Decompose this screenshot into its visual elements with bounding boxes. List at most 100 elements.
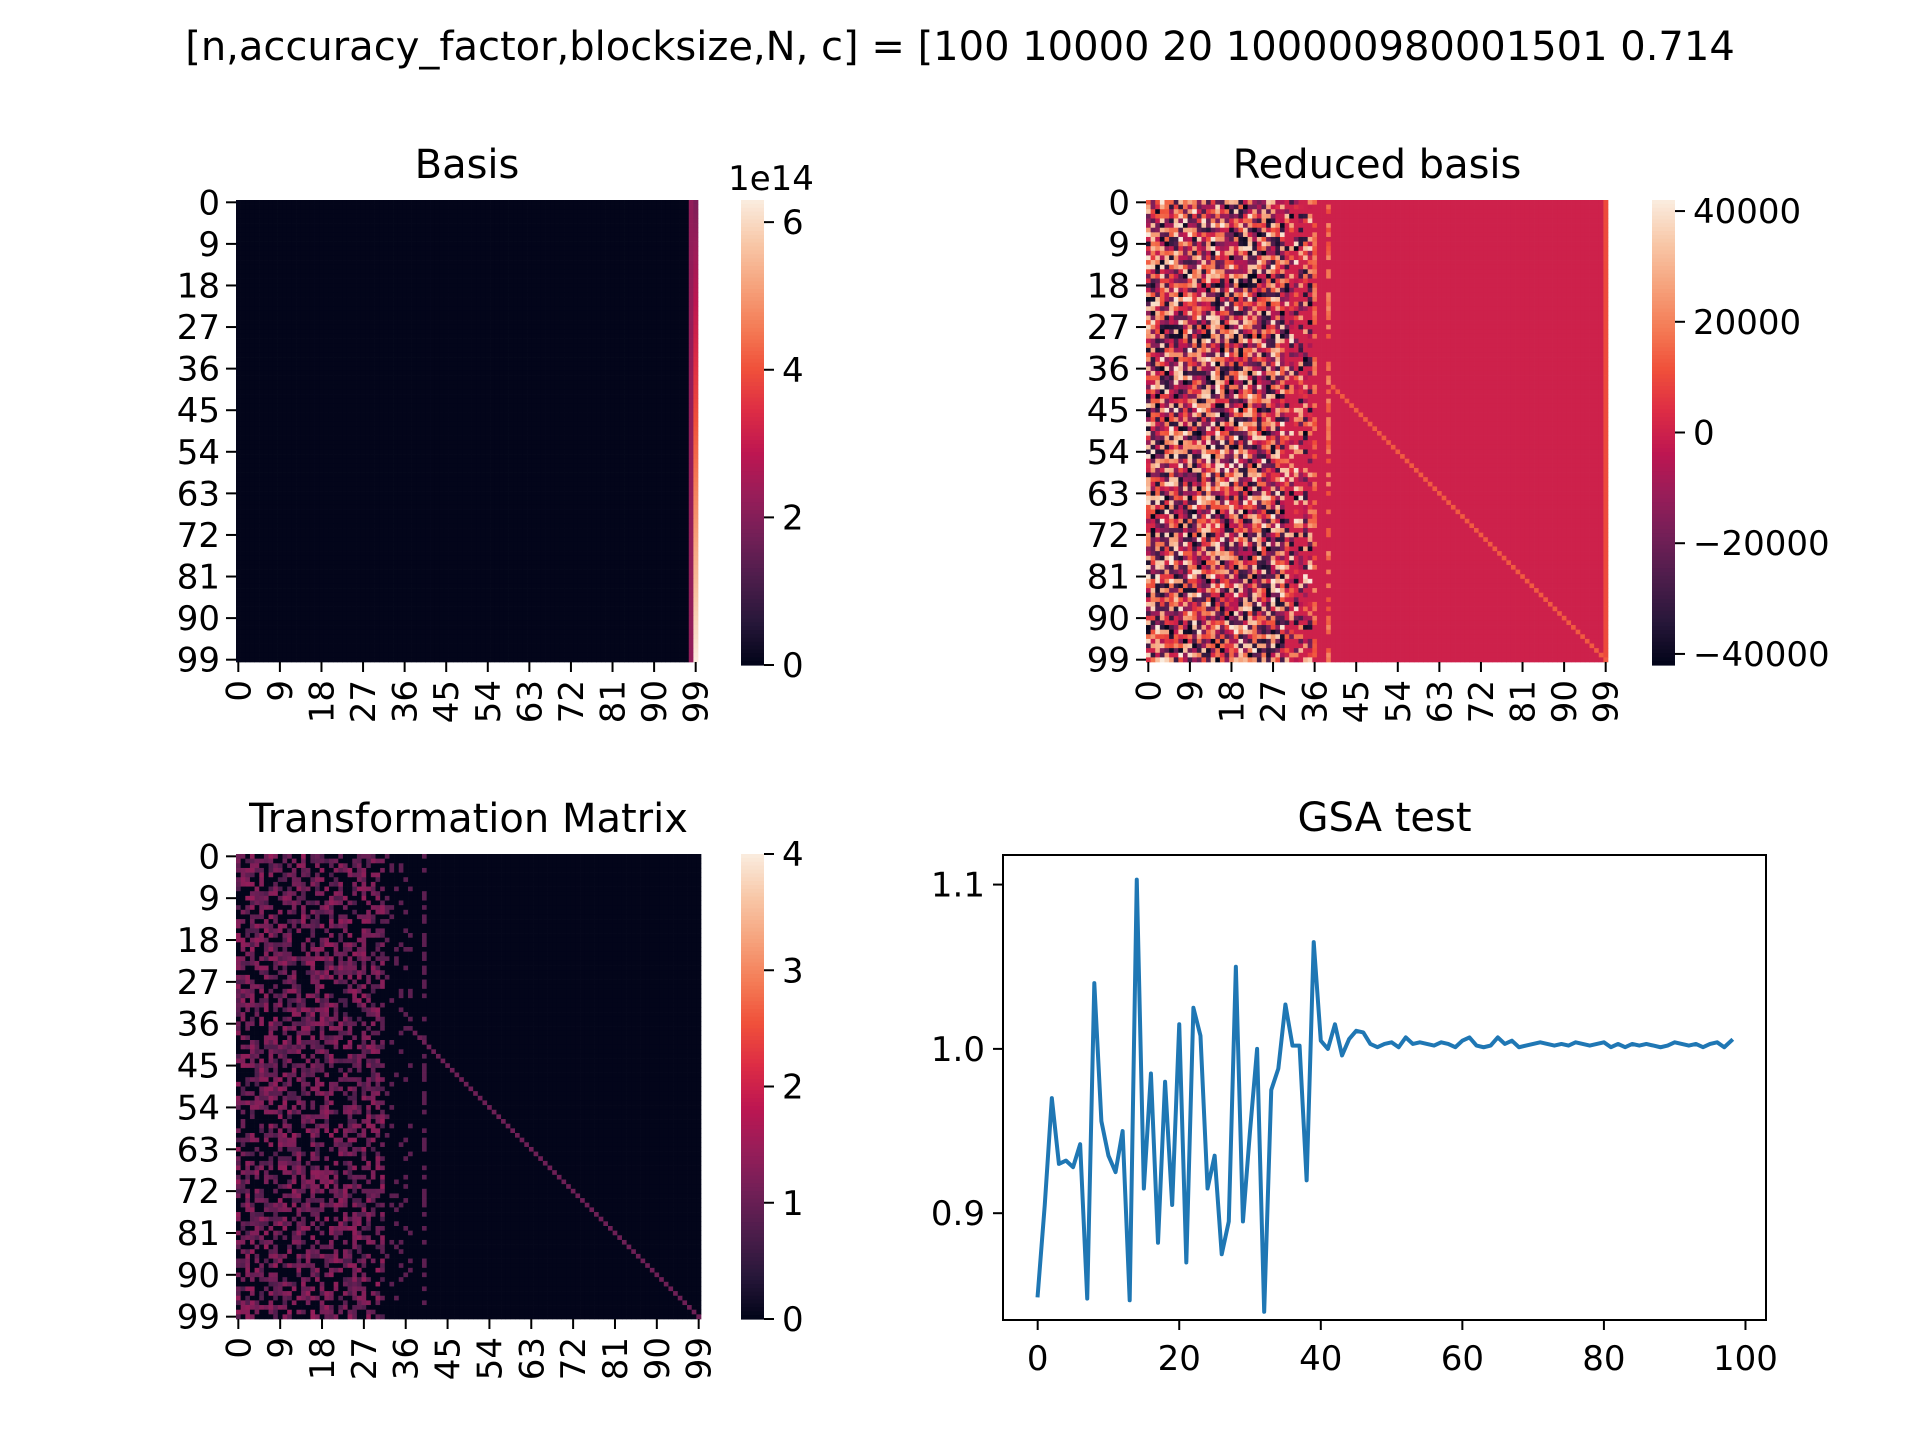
heatmap-cell <box>513 389 519 395</box>
heatmap-cell <box>619 403 625 409</box>
heatmap-cell <box>661 297 667 302</box>
heatmap-cell <box>420 264 426 270</box>
heatmap-cell <box>411 315 417 321</box>
heatmap-cell <box>656 347 662 353</box>
heatmap-cell <box>499 412 505 418</box>
heatmap-cell <box>406 403 412 409</box>
heatmap-cell <box>665 394 671 400</box>
heatmap-cell <box>494 310 500 316</box>
heatmap-cell <box>249 292 255 298</box>
heatmap-cell <box>291 273 297 279</box>
heatmap-cell <box>471 412 477 418</box>
heatmap-cell <box>393 357 399 363</box>
heatmap-cell <box>388 333 394 339</box>
heatmap-cell <box>272 246 278 252</box>
heatmap-cell <box>517 361 523 367</box>
heatmap-cell <box>661 361 667 367</box>
heatmap-cell <box>333 200 338 205</box>
heatmap-cell <box>346 315 352 321</box>
heatmap-cell <box>249 209 255 215</box>
heatmap-cell <box>564 287 569 293</box>
heatmap-cell <box>494 417 500 423</box>
heatmap-cell <box>328 389 334 395</box>
heatmap-cell <box>688 407 694 413</box>
heatmap-cell <box>573 255 579 261</box>
heatmap-cell <box>508 333 514 339</box>
heatmap-cell <box>467 394 472 400</box>
heatmap-cell <box>356 278 362 284</box>
heatmap-cell <box>670 287 676 293</box>
heatmap-cell <box>614 246 620 252</box>
heatmap-cell <box>305 352 311 358</box>
heatmap-cell <box>296 380 302 386</box>
heatmap-cell <box>628 209 634 215</box>
heatmap-cell <box>342 361 348 367</box>
heatmap-cell <box>656 287 662 293</box>
heatmap-cell <box>277 361 283 367</box>
heatmap-cell <box>693 412 699 418</box>
heatmap-cell <box>661 375 667 381</box>
heatmap-cell <box>693 260 699 266</box>
heatmap-cell <box>457 269 463 275</box>
heatmap-cell <box>319 426 325 432</box>
heatmap-cell <box>296 343 302 349</box>
heatmap-cell <box>462 278 468 284</box>
heatmap-cell <box>591 357 597 363</box>
heatmap-cell <box>665 421 671 427</box>
heatmap-cell <box>300 273 306 279</box>
heatmap-cell <box>457 343 463 349</box>
heatmap-cell <box>670 384 676 390</box>
heatmap-cell <box>439 347 445 353</box>
heatmap-cell <box>564 200 569 205</box>
heatmap-cell <box>554 343 560 349</box>
heatmap-cell <box>254 246 260 252</box>
heatmap-cell <box>554 384 560 390</box>
heatmap-cell <box>337 394 343 400</box>
heatmap-cell <box>356 421 362 427</box>
heatmap-cell <box>393 264 399 270</box>
heatmap-cell <box>582 204 588 210</box>
heatmap-cell <box>508 250 514 256</box>
heatmap-cell <box>333 338 338 344</box>
heatmap-cell <box>268 398 274 404</box>
heatmap-cell <box>425 329 431 335</box>
heatmap-cell <box>286 227 292 233</box>
heatmap-cell <box>624 361 630 367</box>
heatmap-cell <box>328 426 334 432</box>
heatmap-cell <box>545 352 551 358</box>
heatmap-cell <box>559 223 565 229</box>
heatmap-cell <box>277 223 283 229</box>
heatmap-cell <box>610 292 616 298</box>
heatmap-cell <box>300 227 306 233</box>
heatmap-cell <box>480 297 486 302</box>
heatmap-cell <box>688 329 694 335</box>
heatmap-cell <box>651 370 657 376</box>
heatmap-cell <box>527 417 533 423</box>
heatmap-cell <box>485 380 491 386</box>
heatmap-cell <box>637 384 643 390</box>
heatmap-cell <box>291 343 297 349</box>
heatmap-cell <box>476 200 482 205</box>
heatmap-cell <box>554 283 560 289</box>
heatmap-cell <box>591 241 597 247</box>
heatmap-cell <box>263 403 269 409</box>
heatmap-cell <box>309 264 315 270</box>
heatmap-cell <box>624 218 630 224</box>
heatmap-cell <box>661 283 667 289</box>
heatmap-cell <box>490 204 496 210</box>
heatmap-cell <box>309 200 315 205</box>
heatmap-cell <box>309 394 315 400</box>
heatmap-cell <box>434 338 440 344</box>
heatmap-cell <box>240 417 246 423</box>
heatmap-cell <box>582 283 588 289</box>
heatmap-cell <box>559 338 565 344</box>
heatmap-cell <box>430 260 436 266</box>
heatmap-cell <box>582 352 588 358</box>
heatmap-cell <box>467 352 472 358</box>
heatmap-cell <box>263 255 269 261</box>
heatmap-cell <box>554 315 560 321</box>
heatmap-cell <box>365 250 371 256</box>
heatmap-cell <box>328 218 334 224</box>
heatmap-cell <box>651 269 657 275</box>
heatmap-cell <box>545 246 551 252</box>
